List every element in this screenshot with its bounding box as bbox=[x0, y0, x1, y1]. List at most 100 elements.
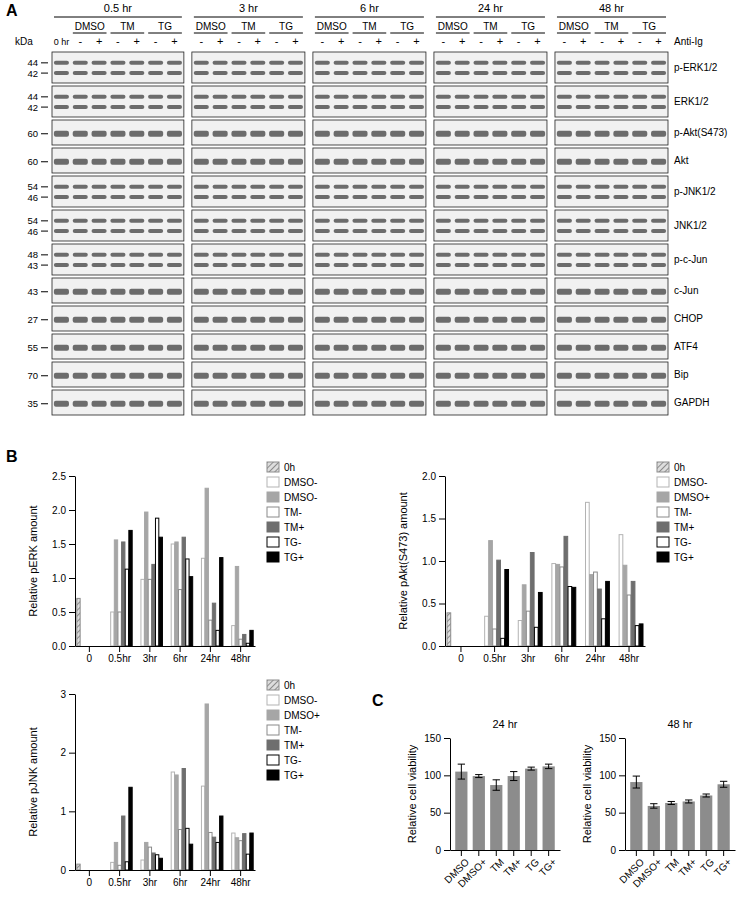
blot-band bbox=[576, 317, 591, 323]
y-tick-label: 0 bbox=[60, 865, 66, 876]
blot-band bbox=[436, 131, 451, 137]
bar bbox=[152, 564, 155, 646]
blot-band bbox=[530, 229, 545, 233]
bar bbox=[522, 585, 526, 646]
blot-frame bbox=[434, 362, 547, 387]
legend-label: TG+ bbox=[284, 552, 304, 563]
legend-item: 0h bbox=[267, 680, 295, 691]
blot-band bbox=[92, 61, 107, 65]
blot-band bbox=[492, 373, 507, 379]
blot-band bbox=[492, 401, 507, 407]
blot-band bbox=[576, 229, 591, 233]
blot-band bbox=[231, 229, 246, 233]
blot-band bbox=[595, 289, 610, 295]
blot-sign: + bbox=[134, 35, 140, 47]
blot-band bbox=[436, 253, 451, 257]
blot-band bbox=[315, 159, 330, 165]
blot-sign: - bbox=[517, 35, 521, 47]
blot-band bbox=[148, 253, 163, 257]
y-tick-label: 50 bbox=[430, 807, 442, 818]
blot-band bbox=[148, 373, 163, 379]
y-tick-label: 2.0 bbox=[52, 505, 66, 516]
blot-marker: 46 bbox=[27, 192, 38, 203]
blot-frame bbox=[52, 210, 184, 241]
blot-band bbox=[455, 219, 470, 223]
blot-sign: - bbox=[479, 35, 483, 47]
blot-band bbox=[436, 219, 451, 223]
blot-band bbox=[511, 105, 526, 109]
x-tick-label: 3hr bbox=[521, 653, 536, 664]
blot-band bbox=[288, 219, 303, 223]
y-axis-line bbox=[75, 695, 76, 871]
blot-band bbox=[73, 131, 88, 137]
blot-band bbox=[334, 185, 349, 189]
x-tick-label: TG+ bbox=[537, 856, 559, 878]
blot-band bbox=[73, 253, 88, 257]
blot-treatment-label: DMSO bbox=[559, 21, 589, 32]
blot-band bbox=[557, 131, 572, 137]
blot-band bbox=[409, 317, 424, 323]
blot-band bbox=[148, 61, 163, 65]
blot-frame bbox=[555, 278, 668, 303]
blot-band bbox=[110, 131, 125, 137]
blot-band bbox=[110, 229, 125, 233]
legend-swatch bbox=[267, 552, 279, 562]
blot-band bbox=[231, 401, 246, 407]
y-axis-title: Relative cell viability bbox=[406, 744, 418, 843]
blot-band bbox=[231, 131, 246, 137]
blot-band bbox=[632, 317, 647, 323]
bar bbox=[623, 565, 627, 646]
bar bbox=[182, 537, 185, 646]
blot-band bbox=[530, 131, 545, 137]
bar bbox=[585, 502, 589, 646]
blot-marker-tick bbox=[41, 220, 48, 221]
y-axis: 050100150 bbox=[424, 733, 450, 856]
blot-band bbox=[632, 95, 647, 99]
blot-band bbox=[129, 105, 144, 109]
blot-treatment-label: TG bbox=[642, 21, 656, 32]
bar bbox=[590, 575, 594, 646]
blot-band bbox=[148, 263, 163, 267]
bar bbox=[530, 553, 534, 647]
blot-band bbox=[288, 185, 303, 189]
blot-band bbox=[250, 317, 265, 323]
blot-marker: 43 bbox=[27, 260, 38, 271]
panel-label: B bbox=[6, 448, 18, 465]
blot-marker-tick bbox=[41, 319, 48, 320]
blot-band bbox=[632, 263, 647, 267]
bar bbox=[568, 587, 572, 647]
bar bbox=[186, 559, 189, 646]
x-tick-label: 0.5hr bbox=[483, 653, 506, 664]
blot-band bbox=[231, 195, 246, 199]
blot-sign: + bbox=[580, 35, 586, 47]
blot-frame bbox=[52, 390, 184, 415]
blot-band bbox=[54, 317, 69, 323]
bar bbox=[209, 620, 212, 646]
blot-band bbox=[288, 289, 303, 295]
blot-band bbox=[54, 195, 69, 199]
blot-band bbox=[231, 71, 246, 75]
blot-marker-tick bbox=[41, 186, 48, 187]
blot-band bbox=[315, 229, 330, 233]
blot-treatment-line bbox=[73, 33, 107, 34]
blot-band bbox=[651, 219, 666, 223]
blot-band bbox=[576, 401, 591, 407]
blot-band bbox=[651, 317, 666, 323]
blot-band bbox=[167, 131, 182, 137]
blot-treatment-line bbox=[353, 33, 387, 34]
bar bbox=[201, 786, 204, 870]
blot-band bbox=[288, 105, 303, 109]
blot-band bbox=[269, 229, 284, 233]
y-tick-mark bbox=[619, 775, 625, 776]
blot-band bbox=[148, 71, 163, 75]
x-tick-mark bbox=[671, 850, 672, 856]
blot-band bbox=[194, 71, 209, 75]
y-tick: 0.0 bbox=[422, 641, 445, 652]
bar bbox=[182, 769, 185, 870]
y-tick-label: 0.5 bbox=[422, 598, 436, 609]
blot-band bbox=[231, 95, 246, 99]
x-tick: TM+ bbox=[677, 850, 699, 878]
blot-band bbox=[511, 345, 526, 351]
bar bbox=[497, 560, 501, 646]
legend-item: DMSO- bbox=[657, 477, 707, 488]
